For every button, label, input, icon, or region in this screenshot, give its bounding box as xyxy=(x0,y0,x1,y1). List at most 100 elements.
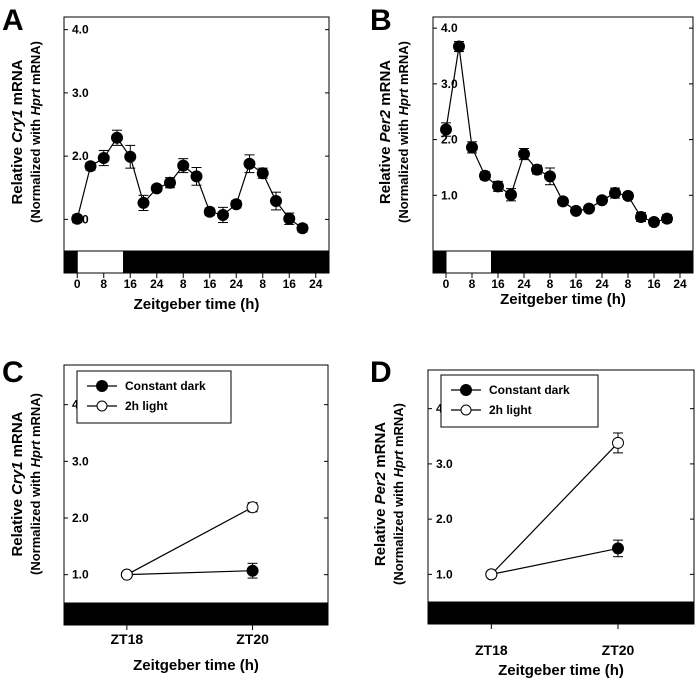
y-label-gene: Hprt xyxy=(28,88,43,115)
y-label-text: mRNA) xyxy=(391,403,406,451)
x-tick-label: 24 xyxy=(150,277,164,291)
data-point-filled xyxy=(544,170,556,183)
y-label-text: mRNA) xyxy=(28,393,43,441)
x-tick-label: 16 xyxy=(124,277,138,291)
data-point-filled xyxy=(492,180,504,193)
data-point-filled xyxy=(648,216,660,229)
x-tick-label: 8 xyxy=(259,277,266,291)
data-point-filled xyxy=(531,163,543,176)
y-axis-label-normalization: (Normalized with Hprt mRNA) xyxy=(28,393,43,575)
light-dark-bar-dark xyxy=(432,250,447,274)
y-label-gene: Hprt xyxy=(391,450,406,477)
data-point-open xyxy=(612,436,624,449)
y-label-text: (Normalized with xyxy=(396,115,411,223)
light-dark-bar-dark xyxy=(123,250,330,274)
data-point-filled xyxy=(479,169,491,182)
data-point-filled xyxy=(71,212,84,225)
data-point-filled xyxy=(596,194,608,207)
y-axis-label: Relative Cry1 mRNA xyxy=(9,411,26,556)
data-point-filled xyxy=(612,542,624,555)
y-tick-label: 1.0 xyxy=(72,568,89,582)
x-tick-label: 0 xyxy=(443,277,450,291)
y-tick-label: 3.0 xyxy=(436,457,453,471)
x-tick-label: 8 xyxy=(625,277,632,291)
y-label-text: Relative xyxy=(9,143,26,205)
data-point-filled xyxy=(635,211,647,224)
data-point-filled xyxy=(270,195,282,208)
y-label-text: Relative xyxy=(9,495,26,557)
legend-marker-open xyxy=(96,400,108,412)
x-tick-label: 0 xyxy=(74,277,81,291)
y-label-gene: Hprt xyxy=(396,88,411,115)
light-dark-bar-light xyxy=(76,250,125,274)
x-tick-label: 16 xyxy=(491,277,505,291)
y-axis-label-normalization: (Normalized with Hprt mRNA) xyxy=(396,41,411,223)
y-label-text: mRNA) xyxy=(28,41,43,89)
data-point-filled xyxy=(150,182,163,195)
y-tick-label: 3.0 xyxy=(72,86,89,100)
y-axis-label-normalization: (Normalized with Hprt mRNA) xyxy=(28,41,43,223)
y-label-text: mRNA xyxy=(372,422,389,472)
y-tick-label: 2.0 xyxy=(436,512,453,526)
y-label-text: (Normalized with xyxy=(28,467,43,575)
x-axis-label: Zeitgeber time (h) xyxy=(500,291,626,308)
legend: Constant dark 2h light xyxy=(76,370,232,424)
y-label-gene: Per2 xyxy=(377,109,394,142)
light-dark-bar-dark xyxy=(63,250,78,274)
light-dark-bar-dark xyxy=(63,602,329,626)
y-label-gene: Cry1 xyxy=(9,109,26,142)
data-point-filled xyxy=(518,148,530,161)
data-point-filled xyxy=(84,160,97,173)
data-point-filled xyxy=(246,564,259,577)
y-tick-label: 1.0 xyxy=(436,567,453,581)
data-point-filled xyxy=(440,123,452,136)
x-tick-label: 8 xyxy=(547,277,554,291)
y-tick-label: 4.0 xyxy=(441,21,458,35)
data-point-filled xyxy=(609,187,621,200)
x-tick-label: 24 xyxy=(309,277,323,291)
x-axis-label: Zeitgeber time (h) xyxy=(133,657,259,674)
series-line-filled xyxy=(491,547,619,575)
x-tick-label: 16 xyxy=(647,277,661,291)
legend-label: Constant dark xyxy=(125,379,206,393)
x-tick-label: 8 xyxy=(100,277,107,291)
x-tick-label: 16 xyxy=(283,277,297,291)
y-label-text: mRNA) xyxy=(396,41,411,89)
y-tick-label: 3.0 xyxy=(441,77,458,91)
y-label-text: mRNA xyxy=(9,411,26,461)
x-tick-label: ZT20 xyxy=(602,642,635,658)
y-label-text: mRNA xyxy=(377,60,394,110)
data-point-open xyxy=(120,568,133,581)
x-axis-label: Zeitgeber time (h) xyxy=(498,662,624,679)
data-point-filled xyxy=(466,141,478,154)
x-tick-label: 24 xyxy=(230,277,244,291)
legend-marker-filled xyxy=(460,384,472,396)
data-point-filled xyxy=(243,157,256,170)
legend: Constant dark 2h light xyxy=(440,374,599,428)
data-point-filled xyxy=(453,40,465,53)
y-axis-label-normalization: (Normalized with Hprt mRNA) xyxy=(391,403,406,585)
y-label-text: Relative xyxy=(377,142,394,204)
series-line-open xyxy=(490,442,619,575)
x-tick-label: 16 xyxy=(569,277,583,291)
y-tick-label: 3.0 xyxy=(72,454,89,468)
y-tick-label: 2.0 xyxy=(72,149,89,163)
data-point-filled xyxy=(97,152,110,165)
data-point-filled xyxy=(557,195,569,208)
data-point-filled xyxy=(230,198,243,211)
x-tick-label: 24 xyxy=(595,277,609,291)
y-tick-label: 2.0 xyxy=(72,511,89,525)
panel-label: C xyxy=(2,356,24,389)
data-point-filled xyxy=(583,202,595,215)
light-dark-bar-dark xyxy=(427,601,695,625)
y-axis-label: Relative Per2 mRNA xyxy=(377,60,394,204)
legend-box xyxy=(440,374,599,428)
data-point-filled xyxy=(217,208,229,221)
data-point-filled xyxy=(177,159,190,172)
x-tick-label: 16 xyxy=(203,277,217,291)
data-point-filled xyxy=(283,212,296,225)
data-point-filled xyxy=(505,188,517,201)
light-dark-bar-light xyxy=(445,250,492,274)
